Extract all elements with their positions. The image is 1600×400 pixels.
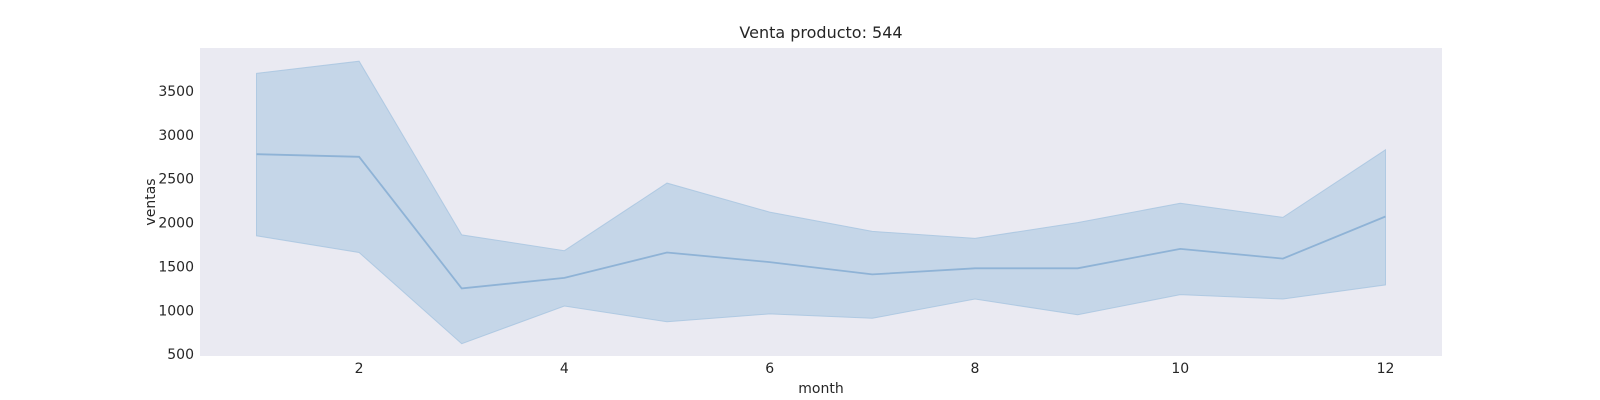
y-tick-label: 3000 (158, 128, 194, 144)
y-tick-label: 1000 (158, 303, 194, 319)
data-point (460, 286, 464, 290)
data-point (562, 276, 566, 280)
data-point (1384, 214, 1388, 218)
x-tick-labels: 2 4 6 8 10 12 (355, 361, 1395, 377)
series-line-layer (254, 152, 1388, 290)
y-tick-label: 1500 (158, 259, 194, 275)
x-tick-label: 10 (1171, 361, 1189, 377)
x-tick-label: 6 (765, 361, 774, 377)
x-tick-label: 12 (1377, 361, 1395, 377)
confidence-band-layer (256, 60, 1386, 345)
y-tick-label: 2500 (158, 172, 194, 188)
x-axis-label: month (798, 381, 843, 397)
y-tick-label: 500 (167, 347, 194, 363)
data-point (1178, 247, 1182, 251)
y-tick-label: 2000 (158, 216, 194, 232)
data-point (1076, 266, 1080, 270)
y-axis-label: ventas (143, 178, 159, 225)
data-point (1281, 257, 1285, 261)
data-point (357, 155, 361, 159)
chart-title: Venta producto: 544 (739, 23, 902, 42)
series-line (256, 153, 1386, 290)
x-tick-label: 4 (560, 361, 569, 377)
data-point (665, 250, 669, 254)
x-tick-label: 2 (355, 361, 364, 377)
x-tick-label: 8 (971, 361, 980, 377)
y-tick-labels: 500 1000 1500 2000 2500 3000 3500 (158, 84, 194, 363)
data-point (870, 272, 874, 276)
data-point (768, 260, 772, 264)
data-point (973, 266, 977, 270)
data-point (254, 152, 258, 156)
y-tick-label: 3500 (158, 84, 194, 100)
confidence-band (256, 60, 1386, 345)
